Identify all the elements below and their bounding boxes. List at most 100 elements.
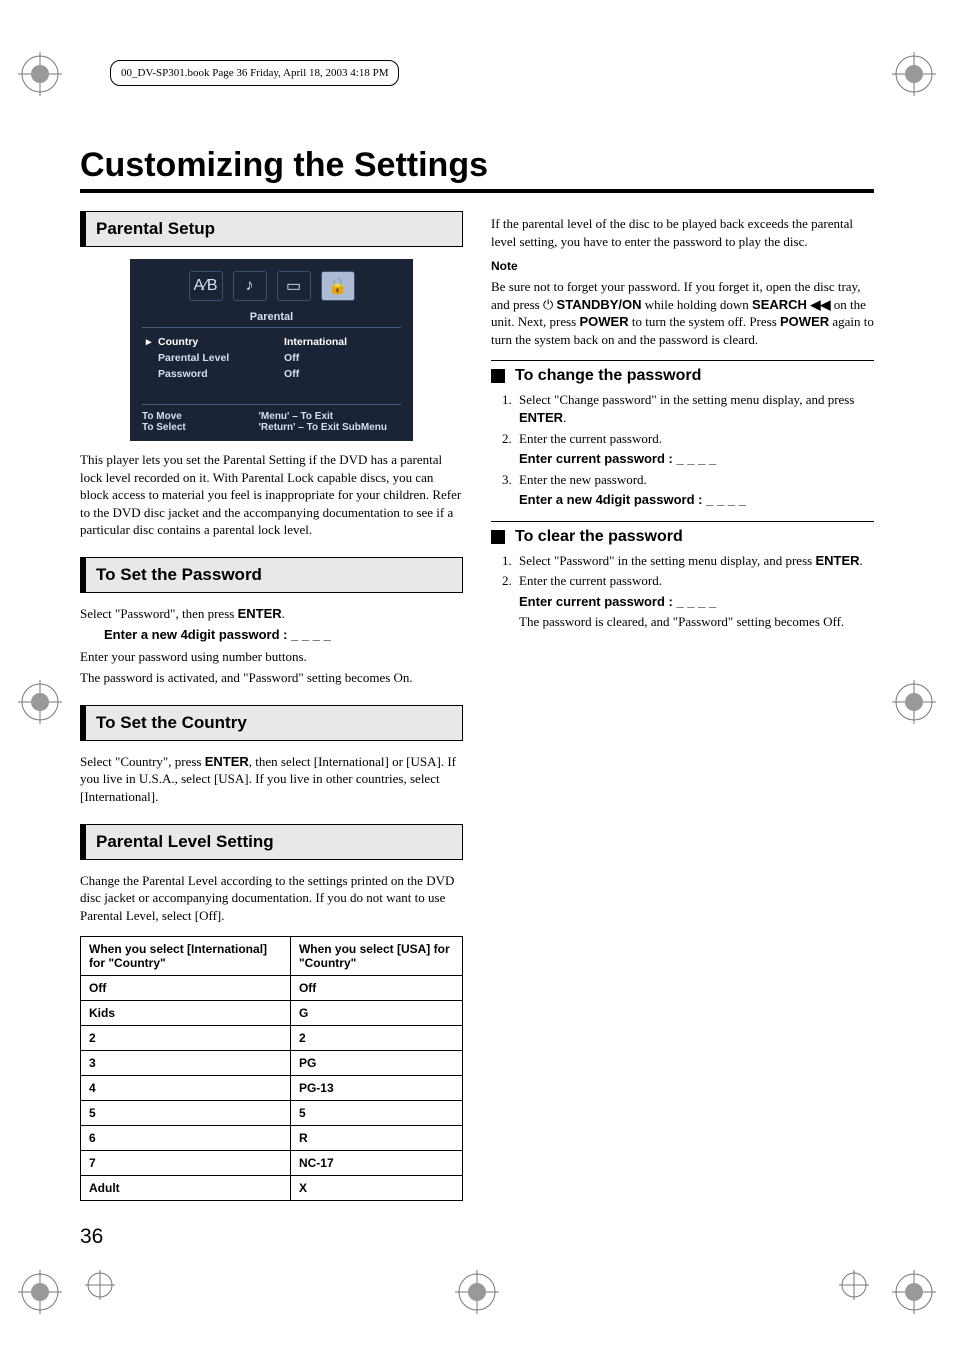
osd-menu-row: Parental LevelOff (142, 350, 401, 366)
table-row: KidsG (81, 1001, 463, 1026)
osd-tab-label: Parental (142, 311, 401, 328)
table-cell: 7 (81, 1151, 291, 1176)
table-cell: X (290, 1176, 462, 1201)
text: Enter the current password. (519, 431, 662, 446)
table-cell: Off (81, 976, 291, 1001)
table-row: 3PG (81, 1051, 463, 1076)
osd-footer-row: To Move'Menu' – To Exit (142, 411, 401, 422)
list-item: Enter the new password. Enter a new 4dig… (515, 471, 874, 509)
search-key: SEARCH (752, 297, 811, 312)
table-row: 4PG-13 (81, 1076, 463, 1101)
square-bullet-icon (491, 369, 505, 383)
subheading-clear-password: To clear the password (491, 521, 874, 546)
list-item: Enter the current password. Enter curren… (515, 430, 874, 468)
password-prompt: Enter a new 4digit password : _ _ _ _ (519, 491, 874, 509)
table-row: AdultX (81, 1176, 463, 1201)
password-prompt: Enter a new 4digit password : _ _ _ _ (104, 626, 463, 644)
table-cell: G (290, 1001, 462, 1026)
table-row: OffOff (81, 976, 463, 1001)
table-row: 22 (81, 1026, 463, 1051)
osd-footer-row: To Select'Return' – To Exit SubMenu (142, 422, 401, 433)
change-password-steps: Select "Change password" in the setting … (511, 391, 874, 508)
set-password-line1: Select "Password", then press ENTER. (80, 605, 463, 623)
osd-screenshot: A⁄B ♪ ▭ 🔒 Parental ▸CountryInternational… (130, 259, 413, 441)
page-container: 00_DV-SP301.book Page 36 Friday, April 1… (0, 0, 954, 1309)
power-key: POWER (579, 314, 628, 329)
subheading-label: To clear the password (515, 528, 683, 546)
parental-level-body: Change the Parental Level according to t… (80, 872, 463, 925)
table-header: When you select [International] for "Cou… (81, 937, 291, 976)
table-cell: 5 (290, 1101, 462, 1126)
text: . (282, 606, 285, 621)
text: to turn the system off. Press (629, 314, 780, 329)
osd-menu-row: PasswordOff (142, 366, 401, 382)
password-prompt: Enter current password : _ _ _ _ (519, 593, 874, 611)
section-parental-level: Parental Level Setting (80, 824, 463, 860)
enter-key: ENTER (238, 606, 282, 621)
standby-key: STANDBY/ON (557, 297, 642, 312)
list-item: Select "Password" in the setting menu di… (515, 552, 874, 570)
enter-key: ENTER (519, 410, 563, 425)
osd-icon-display: ▭ (277, 271, 311, 301)
square-bullet-icon (491, 530, 505, 544)
table-row: 6R (81, 1126, 463, 1151)
power-key: POWER (780, 314, 829, 329)
section-parental-setup: Parental Setup (80, 211, 463, 247)
power-icon: ⏻ (543, 297, 557, 312)
table-row: 55 (81, 1101, 463, 1126)
table-cell: PG (290, 1051, 462, 1076)
right-column: If the parental level of the disc to be … (491, 211, 874, 1249)
osd-menu-rows: ▸CountryInternationalParental LevelOffPa… (142, 334, 401, 382)
table-cell: R (290, 1126, 462, 1151)
right-intro: If the parental level of the disc to be … (491, 215, 874, 250)
osd-icon-audio: ♪ (233, 271, 267, 301)
table-cell: 2 (81, 1026, 291, 1051)
table-cell: NC-17 (290, 1151, 462, 1176)
set-password-line2: Enter your password using number buttons… (80, 648, 463, 666)
osd-icon-language: A⁄B (189, 271, 223, 301)
osd-footer: To Move'Menu' – To ExitTo Select'Return'… (142, 404, 401, 433)
text: The password is cleared, and "Password" … (519, 613, 874, 631)
table-cell: 2 (290, 1026, 462, 1051)
table-cell: 3 (81, 1051, 291, 1076)
text: . (860, 553, 863, 568)
set-country-body: Select "Country", press ENTER, then sele… (80, 753, 463, 806)
section-set-country: To Set the Country (80, 705, 463, 741)
text: . (563, 410, 566, 425)
table-cell: 5 (81, 1101, 291, 1126)
page-number: 36 (80, 1225, 463, 1249)
text: Enter the new password. (519, 472, 647, 487)
enter-key: ENTER (205, 754, 249, 769)
table-header: When you select [USA] for "Country" (290, 937, 462, 976)
book-header: 00_DV-SP301.book Page 36 Friday, April 1… (110, 60, 399, 86)
note-label: Note (491, 258, 874, 274)
set-password-line3: The password is activated, and "Password… (80, 669, 463, 687)
text: Select "Password", then press (80, 606, 238, 621)
subheading-change-password: To change the password (491, 360, 874, 385)
table-cell: 4 (81, 1076, 291, 1101)
two-column-layout: Parental Setup A⁄B ♪ ▭ 🔒 Parental ▸Count… (80, 211, 874, 1249)
list-item: Enter the current password. Enter curren… (515, 572, 874, 631)
text: Enter the current password. (519, 573, 662, 588)
table-cell: Adult (81, 1176, 291, 1201)
osd-icon-row: A⁄B ♪ ▭ 🔒 (142, 271, 401, 311)
section-set-password: To Set the Password (80, 557, 463, 593)
note-body: Be sure not to forget your password. If … (491, 278, 874, 348)
osd-menu-row: ▸CountryInternational (142, 334, 401, 350)
clear-password-steps: Select "Password" in the setting menu di… (511, 552, 874, 631)
text: Select "Change password" in the setting … (519, 392, 854, 407)
text: while holding down (642, 297, 753, 312)
left-column: Parental Setup A⁄B ♪ ▭ 🔒 Parental ▸Count… (80, 211, 463, 1249)
page-title: Customizing the Settings (80, 146, 874, 193)
parental-level-table: When you select [International] for "Cou… (80, 936, 463, 1201)
table-cell: 6 (81, 1126, 291, 1151)
rewind-icon: ◀◀ (811, 297, 831, 312)
table-cell: Off (290, 976, 462, 1001)
subheading-label: To change the password (515, 367, 701, 385)
password-prompt: Enter current password : _ _ _ _ (519, 450, 874, 468)
text: Select "Country", press (80, 754, 205, 769)
parental-setup-body: This player lets you set the Parental Se… (80, 451, 463, 539)
list-item: Select "Change password" in the setting … (515, 391, 874, 426)
table-cell: PG-13 (290, 1076, 462, 1101)
enter-key: ENTER (815, 553, 859, 568)
